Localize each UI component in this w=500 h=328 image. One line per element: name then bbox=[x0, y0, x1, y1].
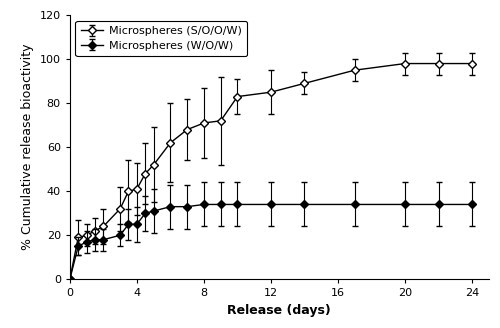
X-axis label: Release (days): Release (days) bbox=[228, 304, 331, 317]
Y-axis label: % Cumulative release bioactivity: % Cumulative release bioactivity bbox=[21, 44, 34, 251]
Legend: Microspheres (S/O/O/W), Microspheres (W/O/W): Microspheres (S/O/O/W), Microspheres (W/… bbox=[76, 21, 247, 56]
